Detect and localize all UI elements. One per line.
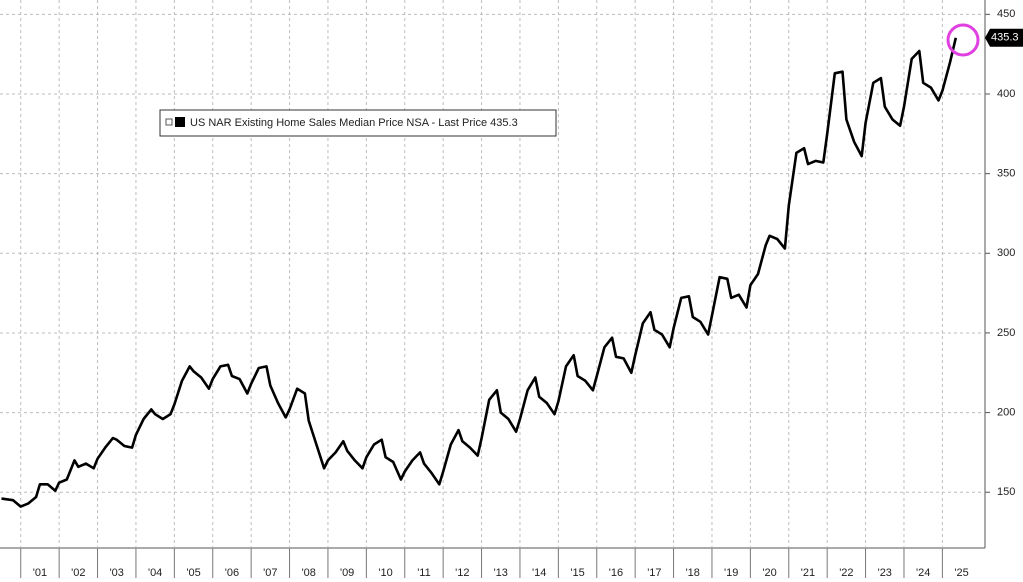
x-tick-label: '14 <box>532 567 546 579</box>
y-tick-label: 300 <box>997 247 1015 259</box>
x-tick-label: '09 <box>340 567 354 579</box>
y-tick-label: 400 <box>997 88 1015 100</box>
x-tick-label: '06 <box>225 567 239 579</box>
x-tick-label: '18 <box>686 567 700 579</box>
x-tick-label: '04 <box>148 567 162 579</box>
highlight-circle <box>946 23 980 57</box>
legend-swatch <box>175 117 185 127</box>
y-tick-label: 200 <box>997 406 1015 418</box>
x-tick-label: '25 <box>954 567 968 579</box>
last-price-label: 435.3 <box>991 32 1019 44</box>
legend-box <box>159 109 557 137</box>
x-tick-label: '19 <box>724 567 738 579</box>
x-tick-label: '10 <box>378 567 392 579</box>
x-tick-label: '01 <box>33 567 47 579</box>
last-price-tag <box>985 28 1023 47</box>
x-tick-label: '08 <box>302 567 316 579</box>
y-tick-label: 150 <box>997 486 1015 498</box>
x-tick-label: '24 <box>916 567 930 579</box>
x-tick-label: '13 <box>494 567 508 579</box>
x-tick-label: '11 <box>417 567 431 579</box>
legend-expand <box>165 118 173 126</box>
x-tick-label: '05 <box>186 567 200 579</box>
x-tick-label: '22 <box>839 567 853 579</box>
x-tick-label: '17 <box>647 567 661 579</box>
x-tick-label: '20 <box>762 567 776 579</box>
x-tick-label: '16 <box>609 567 623 579</box>
y-tick-label: 450 <box>997 8 1015 20</box>
x-tick-label: '02 <box>71 567 85 579</box>
x-tick-label: '23 <box>878 567 892 579</box>
y-tick-label: 250 <box>997 327 1015 339</box>
x-tick-label: '21 <box>801 567 815 579</box>
x-tick-label: '15 <box>570 567 584 579</box>
x-tick-label: '07 <box>263 567 277 579</box>
x-tick-label: '12 <box>455 567 469 579</box>
y-tick-label: 350 <box>997 168 1015 180</box>
x-tick-label: '03 <box>110 567 124 579</box>
legend-label: US NAR Existing Home Sales Median Price … <box>190 117 518 129</box>
price-line <box>1 37 958 508</box>
